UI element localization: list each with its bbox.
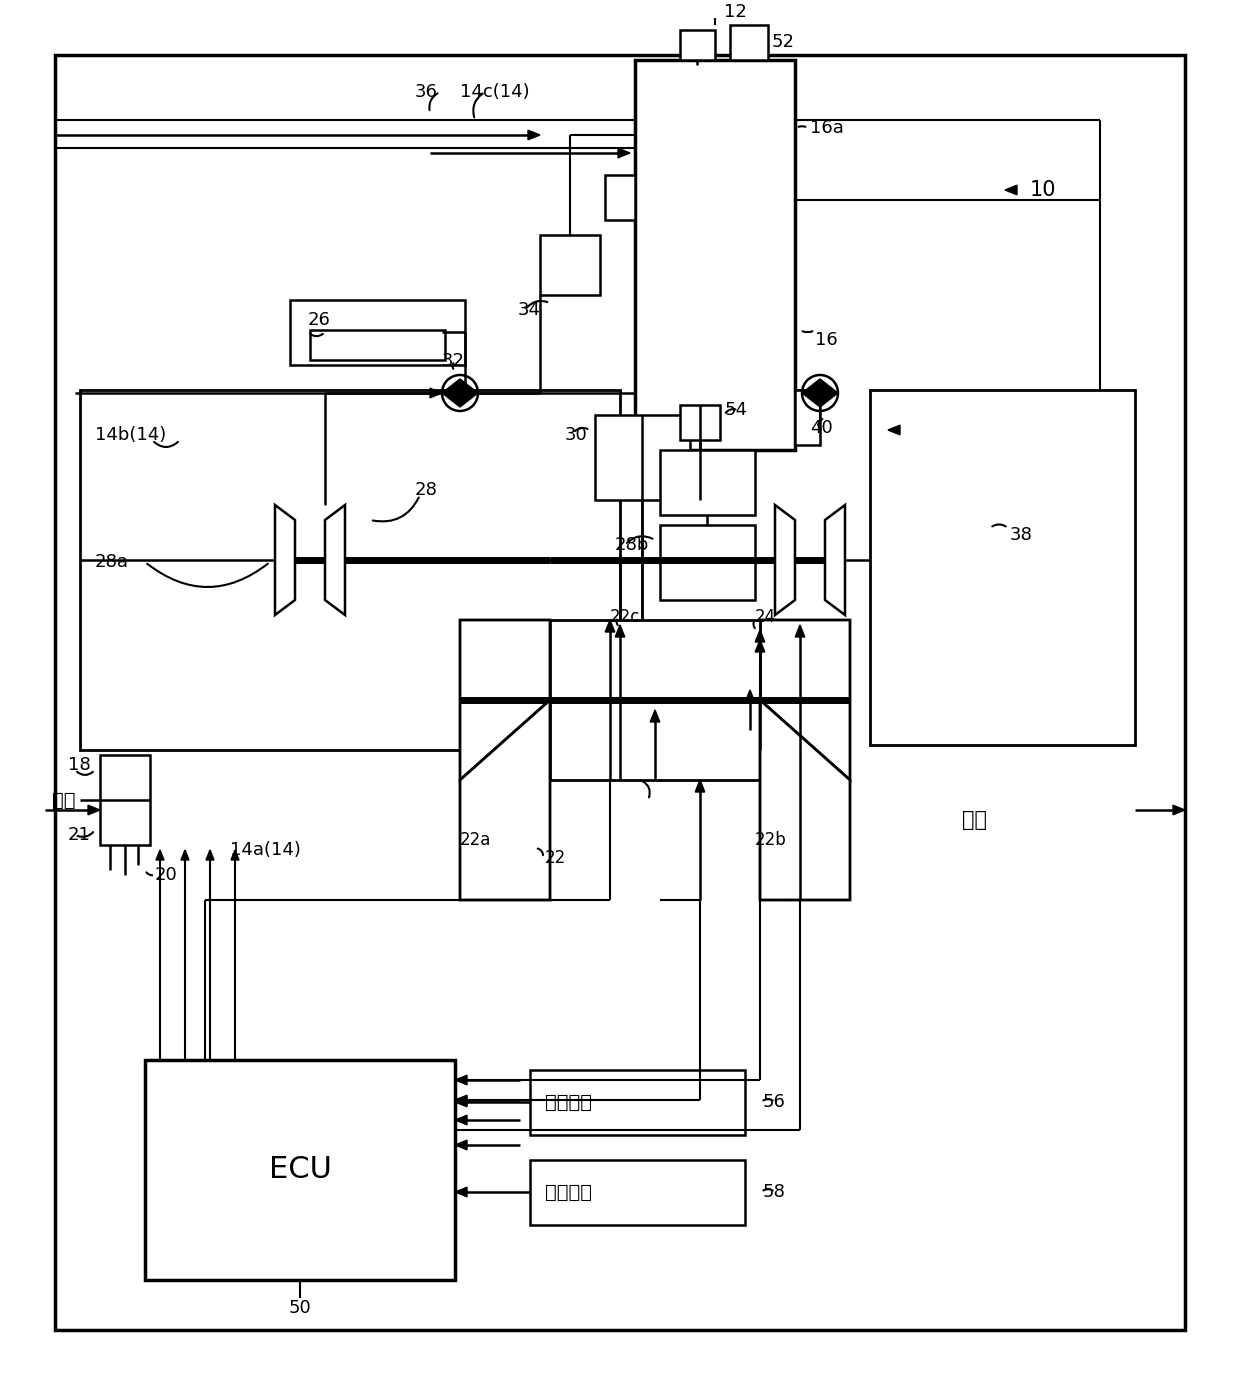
Text: 14b(14): 14b(14) [95, 426, 166, 444]
Text: 16: 16 [815, 331, 838, 349]
Bar [660, 525, 755, 600]
Text: 14a(14): 14a(14) [229, 841, 301, 859]
Text: 18: 18 [68, 755, 91, 773]
Text: 32: 32 [441, 352, 465, 370]
Text: 28: 28 [415, 481, 438, 499]
Bar [680, 30, 715, 60]
Polygon shape [888, 426, 900, 435]
Bar [529, 1070, 745, 1135]
Text: 34: 34 [518, 301, 541, 319]
Text: 空気: 空気 [52, 790, 76, 809]
Text: 58: 58 [763, 1184, 786, 1202]
Polygon shape [825, 505, 844, 615]
Polygon shape [1173, 805, 1185, 815]
Polygon shape [775, 505, 795, 615]
Text: 16a: 16a [810, 119, 844, 137]
Text: 52: 52 [773, 33, 795, 51]
Bar [795, 389, 820, 445]
Bar [100, 755, 150, 845]
Text: 36: 36 [415, 83, 438, 101]
Polygon shape [802, 378, 820, 407]
Polygon shape [206, 850, 215, 859]
Polygon shape [605, 620, 615, 632]
Polygon shape [460, 700, 551, 900]
Polygon shape [460, 378, 477, 407]
Bar [551, 620, 760, 780]
Text: 40: 40 [810, 419, 833, 437]
Text: 54: 54 [725, 401, 748, 419]
Text: ECU: ECU [269, 1156, 331, 1185]
Polygon shape [650, 710, 660, 722]
Text: 14c(14): 14c(14) [460, 83, 529, 101]
Polygon shape [755, 640, 765, 651]
Polygon shape [760, 700, 849, 900]
Text: 22c: 22c [610, 608, 640, 626]
Polygon shape [231, 850, 239, 859]
Text: 24: 24 [755, 608, 776, 626]
Bar [539, 236, 600, 295]
Bar [290, 299, 465, 365]
Text: 12: 12 [724, 3, 746, 21]
Polygon shape [696, 780, 704, 791]
Text: 50: 50 [289, 1299, 311, 1317]
Text: 油门开度: 油门开度 [546, 1092, 591, 1112]
Polygon shape [156, 850, 164, 859]
Text: 26: 26 [308, 310, 331, 328]
Text: 排気: 排気 [962, 809, 987, 830]
Bar [605, 175, 635, 220]
Text: 21: 21 [68, 826, 91, 844]
Polygon shape [430, 388, 441, 398]
Polygon shape [181, 850, 188, 859]
Polygon shape [455, 1116, 467, 1125]
Text: 行驶模式: 行驶模式 [546, 1182, 591, 1202]
Polygon shape [275, 505, 295, 615]
Polygon shape [455, 1188, 467, 1196]
Bar [81, 389, 620, 750]
Polygon shape [745, 690, 755, 701]
Text: 28b: 28b [615, 536, 650, 554]
Bar [595, 414, 689, 500]
Bar [660, 450, 755, 516]
Polygon shape [615, 625, 625, 638]
Text: 28a: 28a [95, 553, 129, 571]
Polygon shape [820, 378, 838, 407]
Polygon shape [88, 805, 100, 815]
Polygon shape [455, 1098, 467, 1107]
Polygon shape [760, 620, 849, 780]
Text: 30: 30 [565, 426, 588, 444]
Text: 22b: 22b [755, 832, 786, 850]
Polygon shape [528, 130, 539, 140]
Bar [680, 405, 720, 439]
Polygon shape [455, 1141, 467, 1150]
Text: 10: 10 [1030, 180, 1056, 200]
Bar [310, 330, 445, 360]
Text: 56: 56 [763, 1094, 786, 1112]
Text: 22a: 22a [460, 832, 491, 850]
Polygon shape [455, 1076, 467, 1085]
Polygon shape [460, 620, 551, 780]
Polygon shape [618, 148, 630, 158]
Polygon shape [1004, 186, 1017, 195]
Polygon shape [755, 631, 765, 642]
Polygon shape [455, 1095, 467, 1105]
Bar [870, 389, 1135, 746]
Text: 20: 20 [155, 866, 177, 884]
Bar [529, 1160, 745, 1225]
Text: 38: 38 [1011, 527, 1033, 543]
Bar [730, 25, 768, 60]
Polygon shape [441, 378, 460, 407]
Bar [145, 1060, 455, 1281]
Bar [635, 60, 795, 450]
Polygon shape [325, 505, 345, 615]
Polygon shape [795, 625, 805, 638]
Text: 22: 22 [546, 850, 567, 868]
